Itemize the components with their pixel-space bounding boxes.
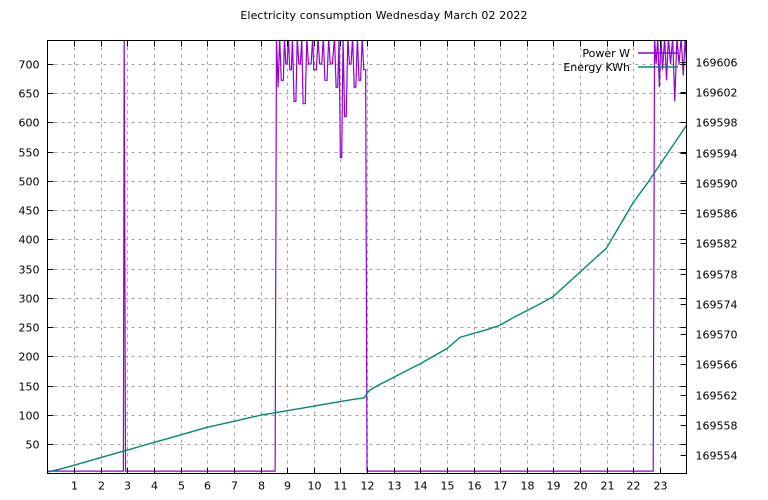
y-axis-tick-label: 500 [19,176,40,189]
x-axis-tick-label: 23 [654,480,668,493]
x-axis-tick-label: 9 [284,480,291,493]
series-power-w [47,40,687,472]
y2-axis-tick-label: 169562 [696,390,738,403]
legend-entry-label: Energy KWh [563,61,630,74]
x-axis-tick-label: 21 [601,480,615,493]
series-energy-kwh [47,124,687,473]
grid-lines [47,40,687,474]
y-axis-tick-label: 300 [19,293,40,306]
x-axis-tick-label: 14 [414,480,428,493]
y2-axis-tick-label: 169558 [696,420,738,433]
x-axis-tick-label: 15 [441,480,455,493]
y2-axis-tick-label: 169586 [696,208,738,221]
x-axis-tick-label: 19 [547,480,561,493]
x-axis-tick-label: 3 [124,480,131,493]
y-axis-tick-label: 200 [19,351,40,364]
x-axis-tick-label: 11 [334,480,348,493]
axis-tick-labels: 50 100 150 200 250 300 350 400 450 500 550 600 650 70… [19,57,738,493]
x-axis-tick-label: 2 [98,480,105,493]
x-axis-tick-label: 6 [204,480,211,493]
x-axis-tick-label: 20 [574,480,588,493]
x-axis-tick-label: 4 [151,480,158,493]
legend-entry-label: Power W [582,47,630,60]
y2-axis-tick-label: 169602 [696,87,738,100]
chart-title: Electricity consumption Wednesday March … [240,9,528,22]
x-axis-tick-label: 7 [231,480,238,493]
x-axis-tick-label: 13 [388,480,402,493]
y-axis-tick-label: 550 [19,147,40,160]
x-axis-tick-label: 12 [361,480,375,493]
y-axis-tick-label: 150 [19,381,40,394]
y2-axis-tick-label: 169574 [696,299,738,312]
data-series-layer [47,40,687,473]
y-axis-tick-label: 250 [19,322,40,335]
x-axis-tick-label: 17 [494,480,508,493]
tick-marks [47,40,687,474]
x-axis-tick-label: 10 [308,480,322,493]
y-axis-tick-label: 650 [19,88,40,101]
x-axis-tick-label: 22 [627,480,641,493]
y2-axis-tick-label: 169570 [696,329,738,342]
y2-axis-tick-label: 169582 [696,238,738,251]
y2-axis-tick-label: 169594 [696,148,738,161]
y-axis-tick-label: 600 [19,117,40,130]
y-axis-tick-label: 50 [26,439,40,452]
y2-axis-tick-label: 169554 [696,450,738,463]
y-axis-tick-label: 400 [19,234,40,247]
y-axis-tick-label: 100 [19,410,40,423]
x-axis-tick-label: 16 [468,480,482,493]
y2-axis-tick-label: 169606 [696,57,738,70]
y-axis-tick-label: 700 [19,59,40,72]
y2-axis-tick-label: 169590 [696,178,738,191]
x-axis-tick-label: 1 [71,480,78,493]
y2-axis-tick-label: 169578 [696,269,738,282]
y2-axis-tick-label: 169598 [696,117,738,130]
y-axis-tick-label: 350 [19,264,40,277]
x-axis-tick-label: 18 [521,480,535,493]
y-axis-tick-label: 450 [19,205,40,218]
x-axis-tick-label: 8 [258,480,265,493]
x-axis-tick-label: 5 [178,480,185,493]
y2-axis-tick-label: 169566 [696,359,738,372]
